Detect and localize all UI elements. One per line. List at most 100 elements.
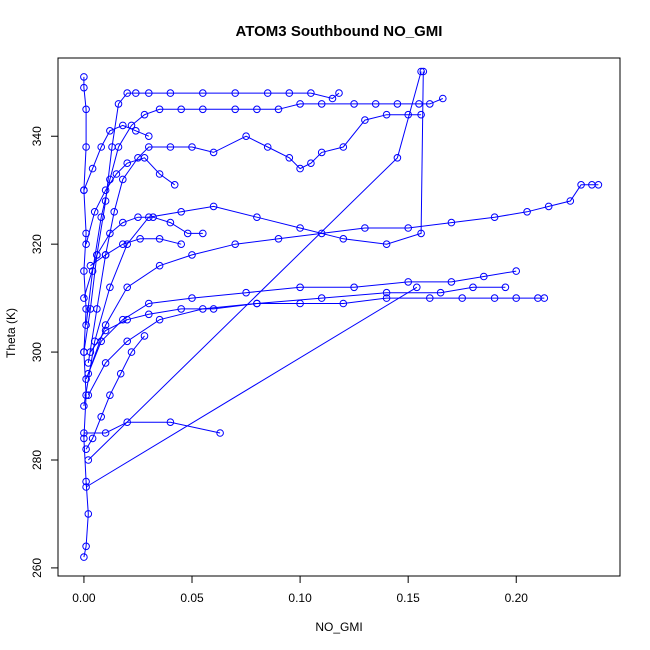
x-tick-label: 0.20 xyxy=(505,591,529,605)
data-point xyxy=(110,208,118,216)
data-point xyxy=(209,148,218,157)
data-point xyxy=(188,251,196,259)
data-point xyxy=(155,170,164,178)
data-point xyxy=(145,310,153,319)
data-point xyxy=(253,105,261,114)
data-point xyxy=(183,229,192,238)
data-point xyxy=(404,224,413,232)
data-point xyxy=(93,305,101,313)
data-point xyxy=(317,229,326,238)
data-point xyxy=(132,127,140,135)
data-point xyxy=(80,553,88,561)
data-point xyxy=(116,369,125,378)
data-point xyxy=(307,159,315,167)
series-line xyxy=(87,114,422,363)
data-point xyxy=(177,305,185,313)
data-point xyxy=(253,299,261,308)
data-point xyxy=(101,326,110,335)
y-axis: 260 280 300 320 340 xyxy=(30,126,59,578)
data-point xyxy=(382,288,391,297)
data-point xyxy=(490,294,499,302)
data-point xyxy=(382,294,391,302)
data-point xyxy=(296,224,304,232)
data-point xyxy=(82,483,90,491)
data-point xyxy=(263,89,272,97)
data-point xyxy=(361,224,369,232)
data-point xyxy=(382,110,391,119)
x-axis: 0.00 0.05 0.10 0.15 0.20 xyxy=(72,575,529,605)
data-points xyxy=(80,67,603,561)
data-point xyxy=(285,89,294,97)
data-point xyxy=(88,164,97,173)
y-tick-label: 280 xyxy=(30,450,44,470)
data-point xyxy=(106,391,114,400)
data-point xyxy=(404,110,413,119)
data-point xyxy=(84,456,93,464)
data-point xyxy=(469,283,477,292)
data-point xyxy=(119,121,127,130)
data-point xyxy=(80,434,88,443)
data-point xyxy=(90,208,99,216)
data-point xyxy=(577,181,585,189)
data-point xyxy=(80,429,88,437)
data-point xyxy=(361,116,369,124)
x-tick-label: 0.00 xyxy=(72,591,96,605)
series-line xyxy=(89,297,545,353)
x-tick-label: 0.05 xyxy=(180,591,204,605)
data-point xyxy=(97,143,105,151)
data-point xyxy=(101,429,110,437)
data-point xyxy=(166,218,175,227)
data-point xyxy=(199,89,207,97)
data-point xyxy=(307,89,315,97)
data-point xyxy=(328,94,337,103)
data-point xyxy=(242,132,250,140)
data-point xyxy=(393,154,402,162)
data-point xyxy=(140,110,149,119)
series-line xyxy=(85,270,517,380)
data-point xyxy=(123,240,131,248)
series-line xyxy=(85,335,145,450)
data-point xyxy=(263,143,272,151)
data-point xyxy=(350,283,358,292)
data-point xyxy=(209,202,218,211)
data-point xyxy=(415,100,423,108)
data-point xyxy=(317,294,326,302)
data-point xyxy=(123,418,131,427)
data-point xyxy=(114,143,123,151)
data-point xyxy=(84,510,93,518)
data-point xyxy=(106,229,114,238)
data-point xyxy=(97,337,105,346)
data-point xyxy=(274,235,283,243)
data-point xyxy=(82,305,90,313)
data-point xyxy=(93,251,101,259)
data-point xyxy=(101,197,110,205)
data-point xyxy=(123,89,131,97)
data-point xyxy=(140,154,149,162)
data-point xyxy=(426,100,434,108)
x-tick-label: 0.15 xyxy=(396,591,420,605)
data-point xyxy=(177,208,185,216)
data-point xyxy=(188,294,196,302)
data-point xyxy=(123,159,131,167)
data-point xyxy=(199,305,207,313)
data-point xyxy=(447,278,456,286)
data-point xyxy=(285,154,294,162)
data-point xyxy=(339,299,348,308)
data-point xyxy=(82,229,90,238)
data-point xyxy=(490,213,499,221)
data-point xyxy=(274,105,283,114)
data-point xyxy=(123,315,131,324)
data-point xyxy=(413,283,421,292)
data-point xyxy=(188,143,196,151)
data-point xyxy=(149,213,157,221)
data-point xyxy=(382,240,391,248)
x-tick-label: 0.10 xyxy=(288,591,312,605)
data-point xyxy=(82,143,90,151)
data-point xyxy=(447,218,456,227)
data-point xyxy=(80,267,88,275)
data-point xyxy=(145,299,153,308)
data-point xyxy=(350,100,358,108)
data-point xyxy=(123,283,131,292)
data-point xyxy=(112,170,121,178)
